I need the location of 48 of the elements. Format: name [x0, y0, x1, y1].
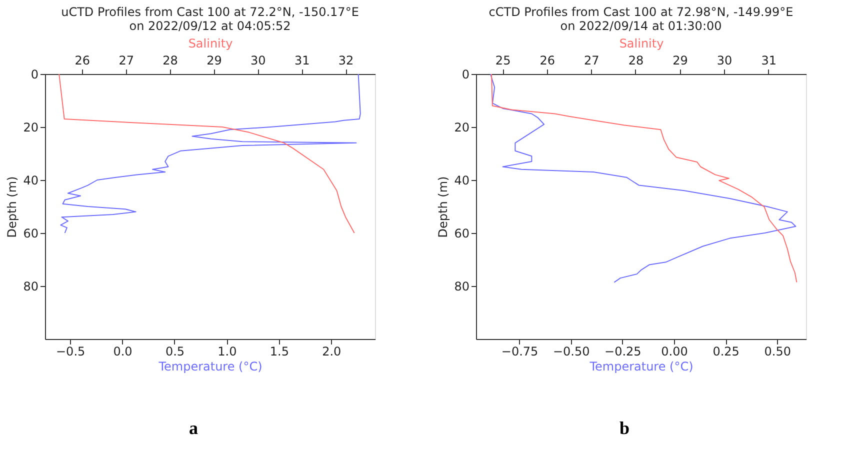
y-axis-title: Depth (m)	[5, 176, 20, 238]
x-tick-label: 0.50	[764, 344, 791, 358]
x2-axis-title: Salinity	[188, 36, 233, 50]
text: cCTD Profiles from Cast 100 at 72.98°N, -149.99°E	[488, 5, 794, 19]
y-tick-label: 0	[462, 68, 470, 82]
y-tick-label: 80	[23, 280, 38, 294]
x2-tick-label: 28	[162, 54, 178, 68]
y-tick-label: 40	[23, 174, 38, 188]
x-tick-label: 0.25	[712, 344, 740, 358]
x2-tick-label: 26	[540, 54, 556, 68]
y-tick-label: 40	[454, 174, 470, 188]
x2-tick-label: 27	[118, 54, 134, 68]
x-tick-label: 0.00	[661, 344, 688, 358]
y-tick-label: 0	[30, 68, 38, 82]
x2-tick-label: 31	[294, 54, 310, 68]
y-tick-label: 60	[23, 226, 38, 240]
x2-tick-label: 25	[495, 54, 511, 68]
x-tick-label: 0.0	[113, 344, 132, 358]
x-tick-label: −0.50	[552, 344, 590, 358]
x2-tick-label: 31	[761, 54, 776, 68]
y-tick-label: 20	[454, 120, 470, 134]
x-tick-label: 0.5	[165, 344, 185, 358]
x2-tick-label: 26	[74, 54, 90, 68]
text: on 2022/09/14 at 01:30:00	[560, 19, 722, 33]
x-axis-title: Temperature (°C)	[158, 360, 262, 374]
x-tick-label: 2.0	[322, 344, 342, 358]
y-tick-label: 20	[23, 120, 38, 134]
x2-tick-label: 27	[584, 54, 600, 68]
x-tick-label: 1.0	[218, 344, 237, 358]
x-tick-label: −0.25	[604, 344, 642, 358]
text: a	[189, 418, 198, 438]
x2-axis-title: Salinity	[619, 36, 664, 50]
x2-tick-label: 32	[338, 54, 354, 68]
text: on 2022/09/12 at 04:05:52	[129, 19, 291, 33]
y-tick-label: 60	[454, 226, 470, 240]
text: b	[619, 418, 630, 438]
text: uCTD Profiles from Cast 100 at 72.2°N, -150.17°E	[61, 5, 359, 19]
x-tick-label: 1.5	[270, 344, 289, 358]
x2-tick-label: 30	[716, 54, 732, 68]
x2-tick-label: 30	[250, 54, 266, 68]
y-axis-title: Depth (m)	[436, 176, 450, 238]
x2-tick-label: 29	[672, 54, 688, 68]
x-tick-label: −0.5	[56, 344, 86, 358]
x-tick-label: −0.75	[501, 344, 538, 358]
x-axis-title: Temperature (°C)	[588, 360, 694, 374]
x2-tick-label: 29	[206, 54, 222, 68]
y-tick-label: 80	[454, 280, 470, 294]
x2-tick-label: 28	[628, 54, 644, 68]
